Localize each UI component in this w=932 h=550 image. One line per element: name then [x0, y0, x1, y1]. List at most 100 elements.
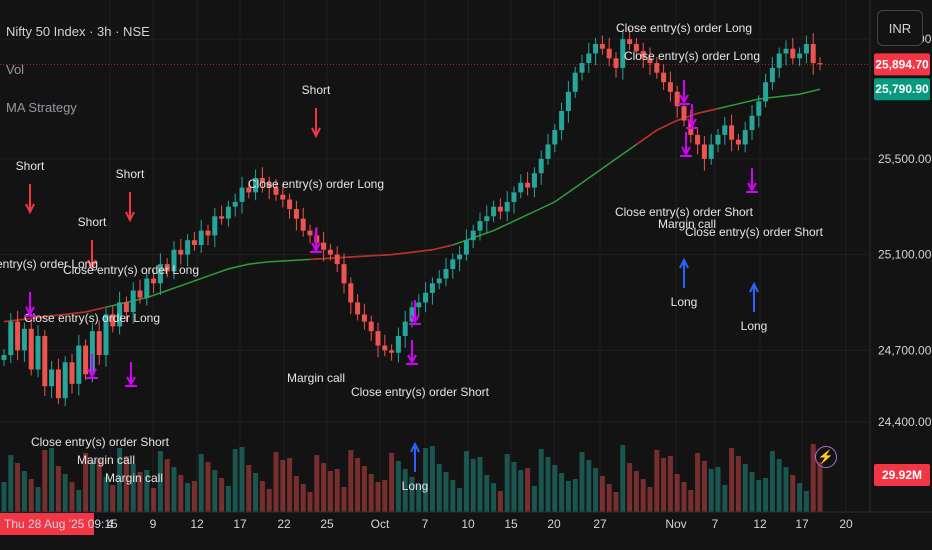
candle-body [144, 278, 150, 298]
volume-bar [293, 476, 299, 512]
volume-bar [361, 466, 367, 512]
volume-bar [613, 492, 619, 512]
volume-bar [198, 454, 204, 512]
volume-bar [103, 477, 109, 512]
volume-bar [572, 479, 578, 512]
volume-bar [511, 462, 517, 512]
volume-bar [35, 487, 41, 512]
annotation-label: Close entry(s) order Short [351, 385, 490, 399]
candle-body [341, 264, 347, 284]
candle-body [586, 53, 592, 64]
annotation-label: Close entry(s) order Short [31, 435, 170, 449]
volume-bar [178, 475, 184, 512]
candle-body [810, 43, 816, 64]
x-tick-label: 25 [320, 517, 334, 531]
currency-label: INR [888, 21, 912, 36]
symbol-title[interactable]: Nifty 50 Index · 3h · NSE [6, 24, 150, 39]
candle-body [280, 194, 286, 200]
volume-bar [49, 448, 55, 512]
volume-bar [708, 469, 714, 512]
volume-bar [321, 463, 327, 512]
volume-bar [627, 463, 633, 512]
candle-body [715, 134, 721, 145]
candle-body [756, 101, 762, 116]
volume-legend[interactable]: Vol [6, 62, 25, 77]
candle-body [293, 209, 299, 219]
candle-body [545, 144, 551, 159]
candle-body [722, 125, 728, 135]
start-date-label: Thu 28 Aug '25 09:15 [4, 517, 118, 531]
volume-bar [28, 479, 34, 512]
last-price-box [874, 53, 930, 76]
close-order-arrow [406, 340, 418, 365]
volume-bar [586, 460, 592, 512]
volume-value-box [874, 464, 930, 486]
candle-body [15, 321, 21, 351]
candle-body [647, 58, 653, 64]
volume-bar [389, 453, 395, 512]
candle-body [708, 144, 714, 159]
volume-value-label: 29.92M [882, 468, 922, 482]
volume-bar [300, 484, 306, 512]
ma-value-box [874, 78, 930, 101]
candle-body [776, 53, 782, 68]
currency-button[interactable]: INR [877, 10, 923, 46]
volume-bar [423, 448, 429, 512]
x-tick-label: 17 [795, 517, 809, 531]
strategy-legend[interactable]: MA Strategy [6, 100, 77, 115]
candle-body [395, 335, 401, 353]
candle-body [178, 249, 184, 255]
volume-bar [497, 491, 503, 512]
volume-bar [810, 444, 816, 512]
candle-body [246, 187, 252, 193]
candle-body [783, 48, 789, 54]
candle-body [701, 144, 707, 159]
candle-body [239, 187, 245, 202]
y-tick-label: 25,100.00 [878, 248, 932, 262]
volume-bar [137, 472, 143, 512]
annotation-label: Margin call [105, 471, 163, 485]
volume-bar [647, 487, 653, 512]
volume-bar [620, 445, 626, 512]
candle-body [225, 206, 231, 219]
volume-bar [341, 487, 347, 512]
candle-body [633, 43, 639, 52]
annotation-label: Margin call [77, 453, 135, 467]
replay-lightning-icon[interactable]: ⚡ [815, 446, 837, 468]
candle-body [185, 240, 191, 255]
candle-body [1, 355, 7, 360]
close-order-arrow [125, 362, 137, 387]
volume-bar [599, 476, 605, 512]
annotation-label: Long [741, 319, 768, 333]
volume-bar [654, 450, 660, 512]
volume-bar [151, 488, 157, 512]
volume-bar [55, 466, 61, 512]
candle-body [416, 302, 422, 308]
annotation-label: Close entry(s) order Long [616, 21, 752, 35]
volume-bar [1, 482, 7, 512]
volume-bar [817, 462, 823, 512]
volume-bar [83, 453, 89, 512]
volume-bar [715, 467, 721, 512]
candle-body [491, 206, 497, 217]
volume-bar [185, 483, 191, 512]
candle-body [253, 177, 259, 193]
candle-body [117, 302, 123, 327]
volume-bar [565, 481, 571, 512]
volume-bar [368, 474, 374, 512]
volume-bar [470, 459, 476, 512]
volume-bar [69, 482, 75, 512]
volume-bar [531, 486, 537, 512]
start-date-box [0, 513, 94, 535]
annotation-label: Close entry(s) order Short [615, 205, 754, 219]
close-order-arrow [24, 292, 36, 317]
candle-body [89, 331, 95, 375]
candle-body [538, 158, 544, 174]
volume-bar [436, 464, 442, 512]
volume-bar [667, 456, 673, 512]
candle-body [593, 43, 599, 54]
candle-body [429, 283, 435, 293]
candle-body [96, 331, 102, 356]
